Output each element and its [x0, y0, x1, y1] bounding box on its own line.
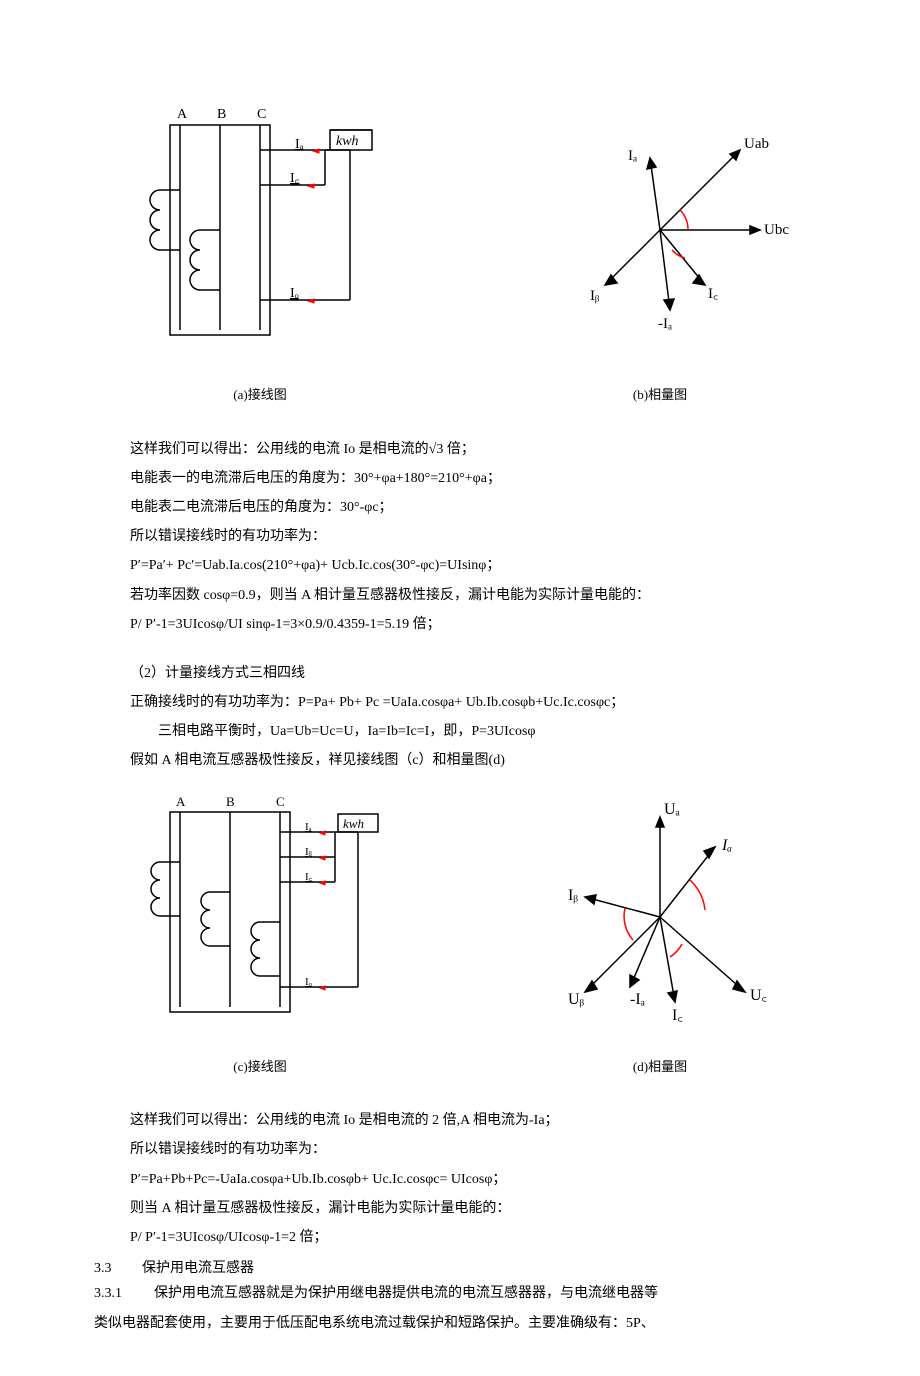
label-Ia-b: Iₐ	[628, 148, 637, 164]
sec-331-l1: 保护用电流互感器就是为保护用继电器提供电流的电流互感器器，与电流继电器等	[154, 1281, 658, 1306]
label-A-c: A	[176, 794, 186, 809]
figure-b-phasor: Uab Ubc Iₐ Iᵦ I꜀ -Iₐ (b)相量图	[530, 100, 790, 407]
label-C: C	[257, 107, 266, 122]
label-Ic-d: I꜀	[672, 1007, 683, 1024]
label-Ub-d: Uᵦ	[568, 991, 585, 1008]
label-A: A	[177, 107, 188, 122]
text-l7: P/ P′-1=3UIcosφ/UI sinφ-1=3×0.9/0.4359-1…	[130, 612, 790, 637]
text-l1: 这样我们可以得出：公用线的电流 Io 是相电流的√3 倍；	[130, 437, 790, 462]
sec-title-33: 保护用电流互感器	[142, 1256, 254, 1281]
figure-a-wiring: A B C kwh Iₐ I꜀ Iₒ (a)接线图	[130, 100, 390, 407]
text-l5: P′=Pa′+ Pc′=Uab.Ia.cos(210°+φa)+ Ucb.Ic.…	[130, 553, 790, 578]
text-l6: 若功率因数 cosφ=0.9，则当 A 相计量互感器极性接反，漏计电能为实际计量…	[130, 583, 790, 608]
label-mIa-d: -Iₐ	[630, 991, 646, 1008]
label-Ic-b: I꜀	[708, 286, 718, 302]
sec-num-33: 3.3	[94, 1256, 142, 1281]
label-Ic-c: I꜀	[305, 871, 313, 883]
label-Ib-c: Iᵦ	[305, 846, 312, 858]
label-C-c: C	[276, 794, 285, 809]
section-3-3-1: 3.3.1 保护用电流互感器就是为保护用继电器提供电流的电流互感器器，与电流继电…	[94, 1281, 790, 1306]
sec-331-l2: 类似电器配套使用，主要用于低压配电系统电流过载保护和短路保护。主要准确级有：5P…	[94, 1311, 790, 1336]
caption-c: (c)接线图	[130, 1055, 390, 1078]
text-b3l2: 所以错误接线时的有功功率为：	[130, 1137, 790, 1162]
label-Io: Iₒ	[290, 286, 299, 301]
label-Uab: Uab	[744, 136, 769, 152]
label-kwh-c: kwh	[343, 816, 364, 831]
label-kwh: kwh	[336, 134, 359, 149]
label-Ubc: Ubc	[764, 222, 789, 238]
label-Io-c: Iₒ	[305, 976, 312, 988]
figure-c-wiring: A B C kwh Iₐ Iᵦ I꜀ Iₒ (c)接线图	[130, 792, 390, 1079]
text-b2l2: 正确接线时的有功功率为：P=Pa+ Pb+ Pc =UaIa.cosφa+ Ub…	[130, 690, 790, 715]
label-Uc-d: U꜀	[750, 987, 767, 1004]
label-B: B	[217, 107, 226, 122]
text-l2: 电能表一的电流滞后电压的角度为：30°+φa+180°=210°+φa；	[130, 466, 790, 491]
text-b3l1: 这样我们可以得出：公用线的电流 Io 是相电流的 2 倍,A 相电流为-Ia；	[130, 1108, 790, 1133]
section-3-3: 3.3 保护用电流互感器	[94, 1256, 790, 1281]
label-Ia-d: Iₐ	[721, 837, 732, 854]
label-Ia: Iₐ	[295, 137, 304, 152]
text-b2l3: 三相电路平衡时，Ua=Ub=Uc=U，Ia=Ib=Ic=I，即，P=3UIcos…	[130, 719, 790, 744]
label-Ia-c: Iₐ	[305, 821, 312, 833]
label-Ib-b: Iᵦ	[590, 288, 599, 304]
text-l3: 电能表二电流滞后电压的角度为：30°-φc；	[130, 495, 790, 520]
text-b3l3: P′=Pa+Pb+Pc=-UaIa.cosφa+Ub.Ib.cosφb+ Uc.…	[130, 1167, 790, 1192]
caption-a: (a)接线图	[130, 383, 390, 406]
text-b3l4: 则当 A 相计量互感器极性接反，漏计电能为实际计量电能的：	[130, 1196, 790, 1221]
caption-d: (d)相量图	[530, 1055, 790, 1078]
figure-d-phasor: Uₐ Iₐ Iᵦ Uᵦ -Iₐ I꜀ U꜀ (d)相量图	[530, 792, 790, 1079]
text-b2l4: 假如 A 相电流互感器极性接反，祥见接线图（c）和相量图(d)	[130, 748, 790, 773]
label-mIa-b: -Iₐ	[658, 316, 672, 332]
label-B-c: B	[226, 794, 235, 809]
text-l4: 所以错误接线时的有功功率为：	[130, 524, 790, 549]
caption-b: (b)相量图	[530, 383, 790, 406]
label-Ib-d: Iᵦ	[568, 887, 578, 904]
label-Ic: I꜀	[290, 171, 300, 186]
sec-num-331: 3.3.1	[94, 1281, 154, 1306]
text-b2l1: （2）计量接线方式三相四线	[130, 661, 790, 686]
text-b3l5: P/ P′-1=3UIcosφ/UIcosφ-1=2 倍；	[130, 1225, 790, 1250]
label-Ua-d: Uₐ	[664, 801, 681, 818]
